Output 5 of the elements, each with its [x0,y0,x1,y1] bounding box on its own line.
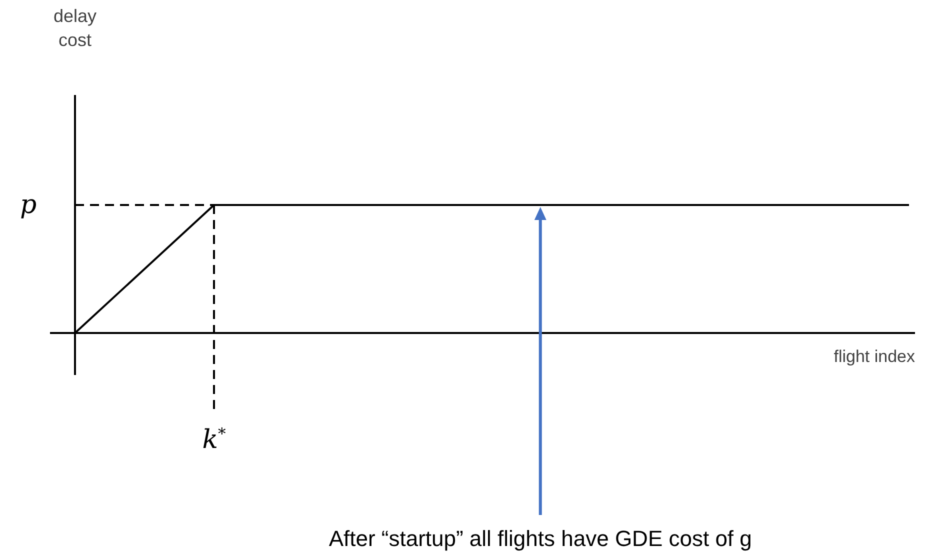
ref-line-label: p [20,190,37,220]
text: After “startup” all flights have GDE cost of g [328,526,752,551]
text: k$^{*}$ [202,425,226,455]
text: delay cost [53,6,97,50]
x-axis-title: flight index [834,347,916,366]
